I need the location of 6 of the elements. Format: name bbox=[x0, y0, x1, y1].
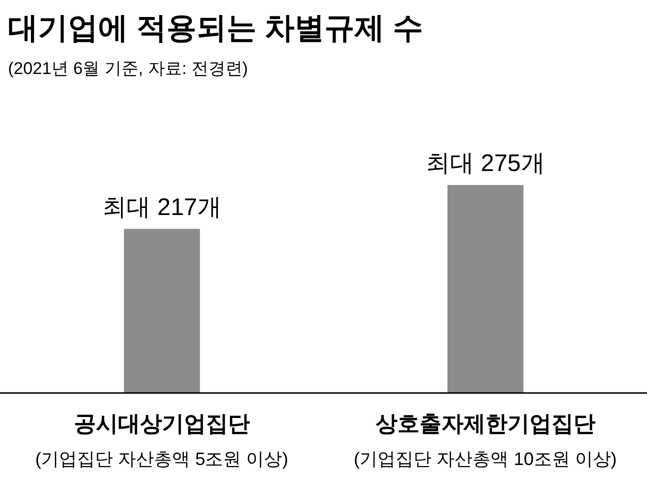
data-label: 최대 275개 bbox=[426, 150, 545, 177]
data-label: 최대 217개 bbox=[102, 194, 222, 221]
x-tick-label: 공시대상기업집단 (기업집단 자산총액 5조원 이상) bbox=[35, 411, 288, 469]
chart-title: 대기업에 적용되는 차별규제 수 bbox=[8, 11, 424, 47]
x-tick-label: 상호출자제한기업집단 (기업집단 자산총액 10조원 이상) bbox=[354, 411, 617, 469]
chart-subtitle: (2021년 6월 기준, 자료: 전경련) bbox=[8, 58, 249, 80]
